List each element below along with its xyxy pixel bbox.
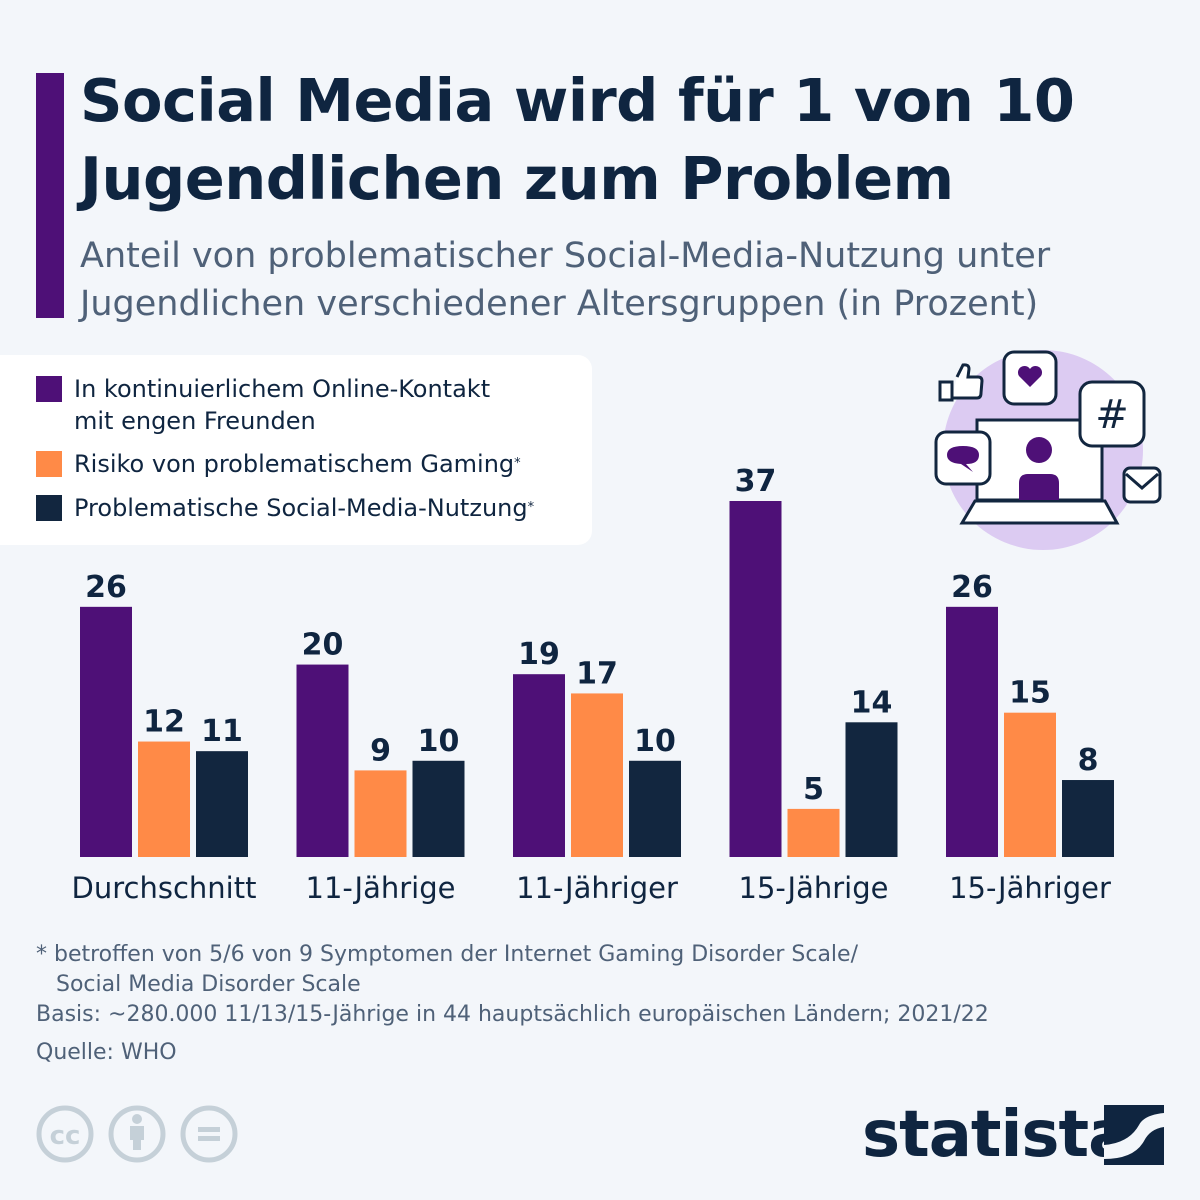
thumbs-up-icon	[938, 363, 984, 402]
laptop-base-icon	[959, 499, 1120, 525]
legend-item-social-media: Problematische Social-Media-Nutzung *	[36, 492, 534, 524]
legend-label: Problematische Social-Media-Nutzung	[74, 494, 528, 522]
chat-icon	[947, 446, 979, 472]
nd-icon[interactable]	[180, 1105, 238, 1163]
category-label: 15-Jährige	[739, 871, 889, 905]
footnote-1: * betroffen von 5/6 von 9 Symptomen der …	[36, 942, 858, 967]
title-accent-bar	[36, 73, 64, 318]
footnote-2: Social Media Disorder Scale	[56, 972, 361, 997]
bar	[729, 501, 782, 857]
bar	[296, 664, 349, 857]
legend-label: In kontinuierlichem Online-Kontakt mit e…	[74, 375, 491, 435]
hashtag-icon: #	[1095, 392, 1129, 438]
statista-logo[interactable]: statista	[862, 1098, 1131, 1172]
by-icon[interactable]	[108, 1105, 166, 1163]
heart-icon	[1017, 365, 1043, 387]
cc-icon[interactable]: cc	[36, 1105, 94, 1163]
data-label: 37	[735, 464, 777, 499]
bar	[354, 770, 407, 857]
data-label: 12	[143, 705, 185, 740]
bar-chart: 26 12 11 Durchschnitt 20 9 10 11-Jährige 19 17 10 1…	[72, 464, 1114, 905]
person-head-icon	[1026, 437, 1052, 463]
bar	[629, 760, 681, 857]
data-label: 9	[370, 733, 391, 768]
social-media-laptop-illustration: #	[934, 350, 1162, 550]
svg-text:cc: cc	[50, 1121, 81, 1151]
bar	[513, 674, 565, 857]
data-label: 17	[576, 656, 618, 691]
category-label: 15-Jähriger	[949, 871, 1111, 905]
data-label: 8	[1078, 743, 1099, 778]
legend-swatch	[36, 451, 62, 477]
data-label: 5	[803, 772, 824, 807]
bar	[787, 808, 840, 857]
statista-logo-icon	[1104, 1105, 1164, 1165]
data-label: 14	[851, 685, 893, 720]
legend-item-gaming: Risiko von problematischem Gaming *	[36, 448, 521, 480]
mail-flap	[1125, 472, 1159, 490]
bar	[571, 693, 623, 857]
legend-swatch	[36, 495, 62, 521]
data-label: 10	[634, 724, 676, 759]
bar	[1062, 780, 1114, 857]
bar	[196, 751, 248, 857]
basis-note: Basis: ~280.000 11/13/15-Jährige in 44 h…	[36, 1002, 989, 1027]
mail-icon	[1122, 466, 1162, 504]
legend-item-online-contact: In kontinuierlichem Online-Kontakt mit e…	[36, 373, 536, 437]
category-label: 11-Jährige	[306, 871, 456, 905]
source-note: Quelle: WHO	[36, 1040, 177, 1065]
chart-title: Social Media wird für 1 von 10 Jugendlic…	[80, 66, 1075, 213]
bar	[845, 722, 898, 857]
data-label: 26	[951, 570, 993, 605]
bar	[80, 606, 132, 857]
legend: In kontinuierlichem Online-Kontakt mit e…	[0, 355, 592, 545]
bar	[412, 760, 465, 857]
category-label: 11-Jähriger	[516, 871, 678, 905]
legend-label: Risiko von problematischem Gaming	[74, 450, 515, 478]
hashtag-bubble	[1078, 380, 1146, 448]
data-label: 26	[85, 570, 127, 605]
data-label: 15	[1009, 676, 1051, 711]
legend-marker: *	[514, 456, 521, 471]
bar	[946, 606, 998, 857]
bar	[1004, 712, 1056, 857]
data-label: 19	[518, 637, 560, 672]
data-label: 20	[302, 628, 344, 663]
person-body-icon	[1019, 474, 1059, 500]
legend-swatch	[36, 376, 62, 402]
data-label: 10	[418, 724, 460, 759]
license-icons: cc	[36, 1105, 238, 1163]
bar	[138, 741, 190, 857]
legend-marker: *	[527, 500, 535, 515]
chart-subtitle: Anteil von problematischer Social-Media-…	[80, 236, 1051, 324]
category-label: Durchschnitt	[72, 871, 257, 905]
data-label: 11	[201, 714, 243, 749]
